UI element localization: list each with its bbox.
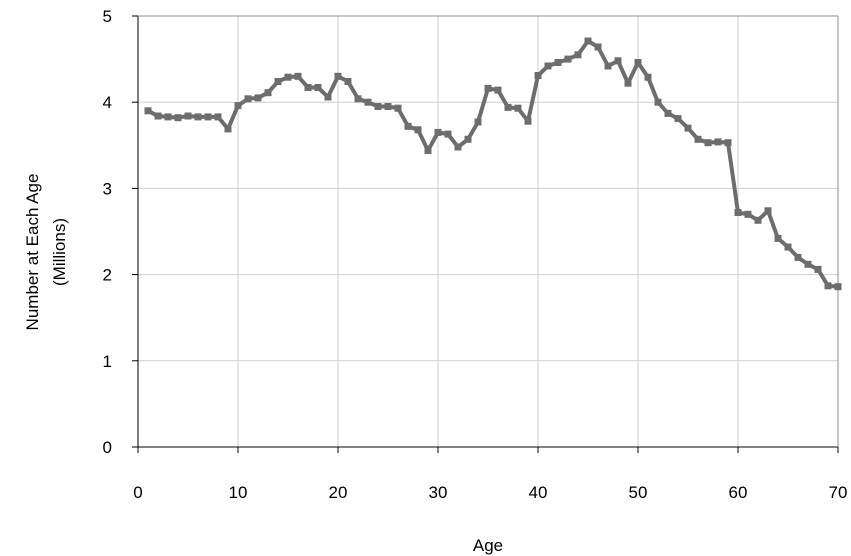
data-point — [144, 107, 152, 115]
data-point — [694, 135, 702, 143]
data-point — [224, 125, 232, 133]
x-tick-label: 40 — [529, 483, 548, 502]
data-point — [564, 55, 572, 63]
data-point — [824, 282, 832, 290]
data-point — [424, 147, 432, 154]
data-point — [594, 43, 602, 51]
data-point — [804, 260, 812, 268]
y-tick-label: 3 — [103, 179, 112, 198]
data-point — [814, 265, 822, 273]
x-tick-label: 20 — [329, 483, 348, 502]
data-point — [194, 113, 202, 121]
x-tick-label: 30 — [429, 483, 448, 502]
data-point — [204, 113, 212, 121]
data-point — [744, 210, 752, 218]
data-point — [664, 109, 672, 117]
data-point — [684, 124, 692, 132]
data-point — [334, 72, 342, 80]
x-tick-label: 10 — [229, 483, 248, 502]
data-point — [614, 57, 622, 65]
gridlines — [138, 16, 838, 447]
data-point — [704, 139, 712, 147]
data-point — [274, 78, 282, 85]
data-point — [174, 114, 182, 122]
data-point — [794, 253, 802, 261]
data-point — [404, 122, 412, 130]
data-point — [214, 113, 222, 121]
data-point — [774, 234, 782, 242]
data-point — [444, 130, 452, 138]
axes — [137, 15, 839, 448]
data-point — [184, 112, 192, 120]
data-point — [434, 128, 442, 136]
series-line — [147, 39, 839, 289]
series-layer — [144, 37, 842, 291]
data-point — [374, 103, 382, 110]
axis-ticks: 0 10 20 30 40 50 60 70 0 1 2 3 4 5 — [103, 7, 848, 502]
y-tick-label: 0 — [103, 438, 112, 457]
data-point — [304, 84, 312, 91]
data-point — [254, 94, 262, 102]
data-point — [574, 51, 582, 59]
data-point — [514, 104, 522, 112]
y-axis-title-line1: Number at Each Age — [23, 174, 42, 331]
data-point — [414, 126, 422, 134]
data-point — [504, 103, 512, 111]
x-tick-label: 50 — [629, 483, 648, 502]
data-point — [544, 62, 552, 70]
y-tick-label: 1 — [103, 352, 112, 371]
data-point — [324, 93, 332, 101]
data-point — [344, 78, 352, 85]
data-point — [764, 207, 772, 215]
data-point — [534, 72, 542, 79]
y-tick-label: 4 — [103, 93, 112, 112]
x-tick-label: 70 — [829, 483, 848, 502]
data-point — [714, 138, 722, 146]
x-tick-label: 60 — [729, 483, 748, 502]
data-point — [244, 95, 252, 103]
data-point — [554, 59, 562, 66]
data-point — [354, 95, 362, 103]
x-tick-label: 0 — [133, 483, 142, 502]
data-point — [784, 243, 792, 251]
data-point — [264, 89, 272, 97]
data-point — [284, 73, 292, 81]
data-point — [634, 59, 642, 66]
x-axis-title: Age — [473, 536, 503, 555]
data-point — [734, 209, 742, 216]
data-point — [464, 135, 472, 143]
data-point — [654, 98, 662, 106]
data-point — [454, 143, 462, 151]
y-tick-label: 5 — [103, 7, 112, 26]
data-point — [384, 103, 392, 110]
data-point — [394, 104, 402, 112]
data-point — [724, 139, 732, 147]
data-point — [234, 102, 242, 110]
data-point — [834, 283, 842, 291]
data-point — [474, 118, 482, 126]
data-point — [644, 73, 652, 81]
y-tick-label: 2 — [103, 266, 112, 285]
data-point — [314, 84, 322, 91]
data-point — [754, 216, 762, 224]
data-point — [524, 117, 532, 125]
data-point — [164, 113, 172, 121]
y-axis-title-line2: (Millions) — [50, 218, 69, 286]
data-point — [604, 62, 612, 70]
data-point — [154, 112, 162, 120]
data-point — [584, 37, 592, 45]
data-point — [624, 79, 632, 87]
data-point — [674, 115, 682, 123]
data-point — [364, 98, 372, 106]
data-point — [484, 84, 492, 92]
data-point — [494, 86, 502, 94]
data-point — [294, 72, 302, 80]
